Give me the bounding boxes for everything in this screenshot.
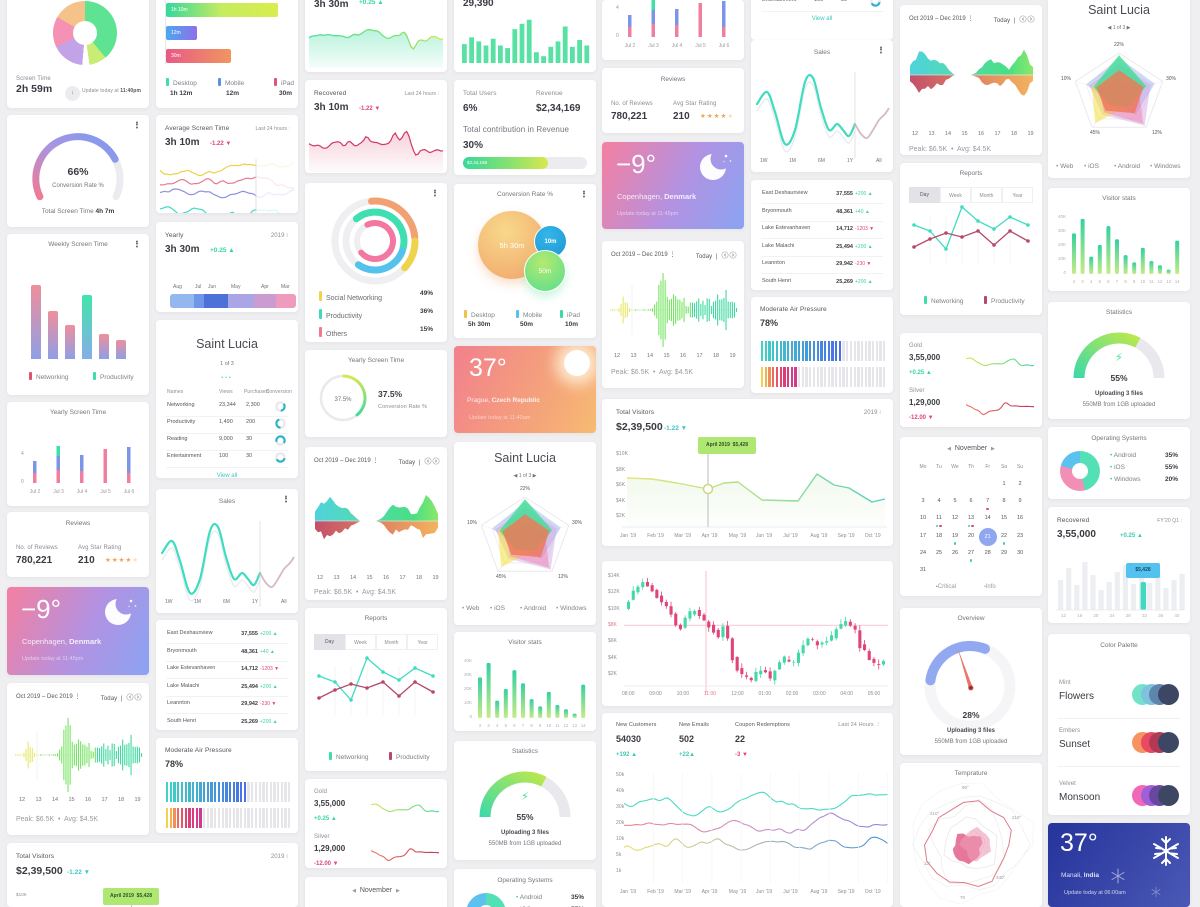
svg-text:10: 10 xyxy=(546,723,551,728)
svg-text:2: 2 xyxy=(1073,279,1076,284)
svg-text:340°: 340° xyxy=(996,875,1006,880)
svg-text:Jul 3: Jul 3 xyxy=(53,489,64,495)
svg-text:12°: 12° xyxy=(924,861,931,866)
svg-text:Jul 2: Jul 2 xyxy=(30,489,41,495)
svg-text:30K: 30K xyxy=(1058,228,1066,233)
svg-text:Jul 2: Jul 2 xyxy=(625,43,636,49)
svg-text:4: 4 xyxy=(616,5,619,11)
svg-text:210°: 210° xyxy=(1012,815,1022,820)
svg-text:0: 0 xyxy=(616,33,619,39)
svg-text:20K: 20K xyxy=(1058,242,1066,247)
svg-text:10: 10 xyxy=(1140,279,1145,284)
svg-text:0: 0 xyxy=(1063,270,1066,275)
svg-text:Jul 4: Jul 4 xyxy=(77,489,88,495)
svg-text:⚡︎: ⚡︎ xyxy=(521,791,529,803)
svg-text:4: 4 xyxy=(496,723,499,728)
svg-text:⚡︎: ⚡︎ xyxy=(1115,352,1123,364)
svg-text:8: 8 xyxy=(530,723,533,728)
svg-text:210°: 210° xyxy=(930,811,940,816)
svg-text:13: 13 xyxy=(572,723,577,728)
svg-text:2: 2 xyxy=(479,723,482,728)
svg-text:Jul 4: Jul 4 xyxy=(672,43,683,49)
svg-text:11: 11 xyxy=(1149,279,1154,284)
svg-text:12: 12 xyxy=(1158,279,1163,284)
svg-text:14: 14 xyxy=(1175,279,1180,284)
svg-text:0: 0 xyxy=(469,714,472,719)
svg-text:12: 12 xyxy=(564,723,569,728)
svg-text:Jul 5: Jul 5 xyxy=(695,43,706,49)
svg-text:20K: 20K xyxy=(464,686,472,691)
svg-text:40K: 40K xyxy=(464,658,472,663)
svg-text:8: 8 xyxy=(1124,279,1127,284)
svg-text:0: 0 xyxy=(21,479,24,485)
svg-text:4: 4 xyxy=(21,451,24,457)
svg-text:40K: 40K xyxy=(1058,214,1066,219)
svg-text:4: 4 xyxy=(1090,279,1093,284)
svg-text:6: 6 xyxy=(513,723,516,728)
svg-text:90°: 90° xyxy=(962,785,969,790)
svg-text:14: 14 xyxy=(581,723,586,728)
svg-text:Jul 5: Jul 5 xyxy=(100,489,111,495)
svg-text:3: 3 xyxy=(1081,279,1084,284)
svg-text:37.5%: 37.5% xyxy=(334,397,352,403)
svg-text:11: 11 xyxy=(555,723,560,728)
svg-text:3: 3 xyxy=(487,723,490,728)
svg-text:7: 7 xyxy=(522,723,525,728)
svg-text:9: 9 xyxy=(1133,279,1136,284)
svg-text:5: 5 xyxy=(505,723,508,728)
svg-text:6: 6 xyxy=(1107,279,1110,284)
svg-text:7: 7 xyxy=(1116,279,1119,284)
svg-text:13: 13 xyxy=(1166,279,1171,284)
svg-text:30K: 30K xyxy=(464,672,472,677)
svg-text:Jul 6: Jul 6 xyxy=(719,43,730,49)
svg-text:9: 9 xyxy=(539,723,542,728)
svg-text:Jul 6: Jul 6 xyxy=(124,489,135,495)
svg-text:10K: 10K xyxy=(464,700,472,705)
svg-text:Jul 3: Jul 3 xyxy=(648,43,659,49)
svg-text:70: 70 xyxy=(960,895,966,900)
svg-text:5: 5 xyxy=(1099,279,1102,284)
svg-text:10K: 10K xyxy=(1058,256,1066,261)
